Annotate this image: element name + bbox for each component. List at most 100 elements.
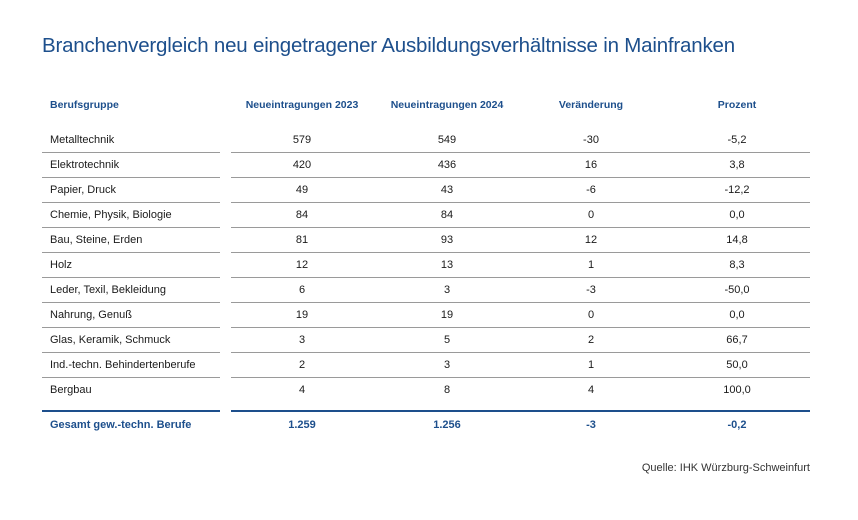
table-row: Ind.-techn. Behindertenberufe 2 3 1 50,0 [42, 353, 810, 378]
cell-prozent: -12,2 [724, 184, 750, 196]
cell-prozent: 8,3 [729, 259, 745, 271]
cell-2023: 4 [298, 384, 306, 396]
table-row: Chemie, Physik, Biologie 84 84 0 0,0 [42, 203, 810, 228]
header-2024: Neueintragungen 2024 [390, 99, 504, 111]
row-divider [231, 202, 810, 203]
cell-veraenderung: -3 [586, 284, 596, 296]
cell-prozent: -50,0 [724, 284, 750, 296]
cell-2024: 93 [440, 234, 454, 246]
cell-prozent: 14,8 [726, 234, 748, 246]
cell-prozent: 0,0 [729, 209, 745, 221]
table-body: Metalltechnik 579 549 -30 -5,2 Elektrote… [42, 128, 810, 403]
cell-berufsgruppe: Holz [50, 259, 73, 271]
cell-prozent: 0,0 [729, 309, 745, 321]
row-divider [42, 352, 220, 353]
total-separator [42, 403, 810, 413]
comparison-table: Berufsgruppe Neueintragungen 2023 Neuein… [42, 94, 810, 438]
cell-2023: 2 [298, 359, 306, 371]
source-note: Quelle: IHK Würzburg-Schweinfurt [641, 462, 810, 474]
cell-berufsgruppe: Bergbau [50, 384, 92, 396]
cell-prozent: 66,7 [726, 334, 748, 346]
cell-2024: 3 [443, 284, 451, 296]
row-divider [231, 277, 810, 278]
table-row: Elektrotechnik 420 436 16 3,8 [42, 153, 810, 178]
cell-prozent: 50,0 [726, 359, 748, 371]
total-2024: 1.256 [433, 419, 461, 431]
table-row: Bau, Steine, Erden 81 93 12 14,8 [42, 228, 810, 253]
row-divider [231, 177, 810, 178]
cell-berufsgruppe: Ind.-techn. Behindertenberufe [50, 359, 196, 371]
table-row: Bergbau 4 8 4 100,0 [42, 378, 810, 403]
total-divider [231, 410, 810, 412]
cell-veraenderung: 0 [587, 209, 595, 221]
cell-2023: 6 [298, 284, 306, 296]
cell-veraenderung: 1 [587, 359, 595, 371]
cell-berufsgruppe: Metalltechnik [50, 134, 115, 146]
cell-prozent: 100,0 [723, 384, 751, 396]
row-divider [42, 302, 220, 303]
row-divider [231, 227, 810, 228]
cell-2023: 420 [292, 159, 312, 171]
page-title: Branchenvergleich neu eingetragener Ausb… [42, 34, 735, 57]
cell-2024: 19 [440, 309, 454, 321]
cell-2023: 12 [295, 259, 309, 271]
cell-2024: 84 [440, 209, 454, 221]
cell-veraenderung: 1 [587, 259, 595, 271]
row-divider [231, 352, 810, 353]
row-divider [231, 327, 810, 328]
cell-berufsgruppe: Glas, Keramik, Schmuck [50, 334, 171, 346]
cell-2023: 579 [292, 134, 312, 146]
cell-2023: 49 [295, 184, 309, 196]
row-divider [42, 277, 220, 278]
row-divider [231, 302, 810, 303]
cell-2023: 19 [295, 309, 309, 321]
cell-berufsgruppe: Elektrotechnik [50, 159, 120, 171]
cell-2024: 8 [443, 384, 451, 396]
cell-veraenderung: 0 [587, 309, 595, 321]
cell-2023: 3 [298, 334, 306, 346]
table-row: Glas, Keramik, Schmuck 3 5 2 66,7 [42, 328, 810, 353]
cell-2024: 436 [437, 159, 457, 171]
cell-2024: 43 [440, 184, 454, 196]
cell-2023: 84 [295, 209, 309, 221]
table-row: Leder, Texil, Bekleidung 6 3 -3 -50,0 [42, 278, 810, 303]
row-divider [42, 227, 220, 228]
cell-berufsgruppe: Nahrung, Genuß [50, 309, 132, 321]
total-prozent: -0,2 [727, 419, 747, 431]
cell-prozent: 3,8 [729, 159, 745, 171]
cell-berufsgruppe: Leder, Texil, Bekleidung [50, 284, 166, 296]
cell-2024: 3 [443, 359, 451, 371]
cell-veraenderung: 2 [587, 334, 595, 346]
row-divider [42, 177, 220, 178]
header-prozent: Prozent [717, 99, 757, 111]
table-row: Metalltechnik 579 549 -30 -5,2 [42, 128, 810, 153]
row-divider [42, 152, 220, 153]
header-veraenderung: Veränderung [558, 99, 624, 111]
row-divider [231, 377, 810, 378]
cell-2023: 81 [295, 234, 309, 246]
table-row: Nahrung, Genuß 19 19 0 0,0 [42, 303, 810, 328]
table-row: Holz 12 13 1 8,3 [42, 253, 810, 278]
cell-veraenderung: -30 [583, 134, 599, 146]
cell-prozent: -5,2 [727, 134, 747, 146]
header-berufsgruppe: Berufsgruppe [50, 99, 119, 111]
total-2023: 1.259 [288, 419, 316, 431]
cell-berufsgruppe: Papier, Druck [50, 184, 117, 196]
total-divider [42, 410, 220, 412]
table-row: Papier, Druck 49 43 -6 -12,2 [42, 178, 810, 203]
table-header-row: Berufsgruppe Neueintragungen 2023 Neuein… [42, 94, 810, 116]
row-divider [231, 152, 810, 153]
cell-veraenderung: 16 [584, 159, 598, 171]
total-veraenderung: -3 [586, 419, 596, 431]
cell-veraenderung: 12 [584, 234, 598, 246]
cell-2024: 5 [443, 334, 451, 346]
header-2023: Neueintragungen 2023 [245, 99, 359, 111]
row-divider [42, 327, 220, 328]
row-divider [42, 202, 220, 203]
cell-veraenderung: -6 [586, 184, 596, 196]
cell-2024: 13 [440, 259, 454, 271]
cell-berufsgruppe: Chemie, Physik, Biologie [50, 209, 172, 221]
row-divider [42, 252, 220, 253]
total-label: Gesamt gew.-techn. Berufe [50, 419, 192, 431]
cell-veraenderung: 4 [587, 384, 595, 396]
